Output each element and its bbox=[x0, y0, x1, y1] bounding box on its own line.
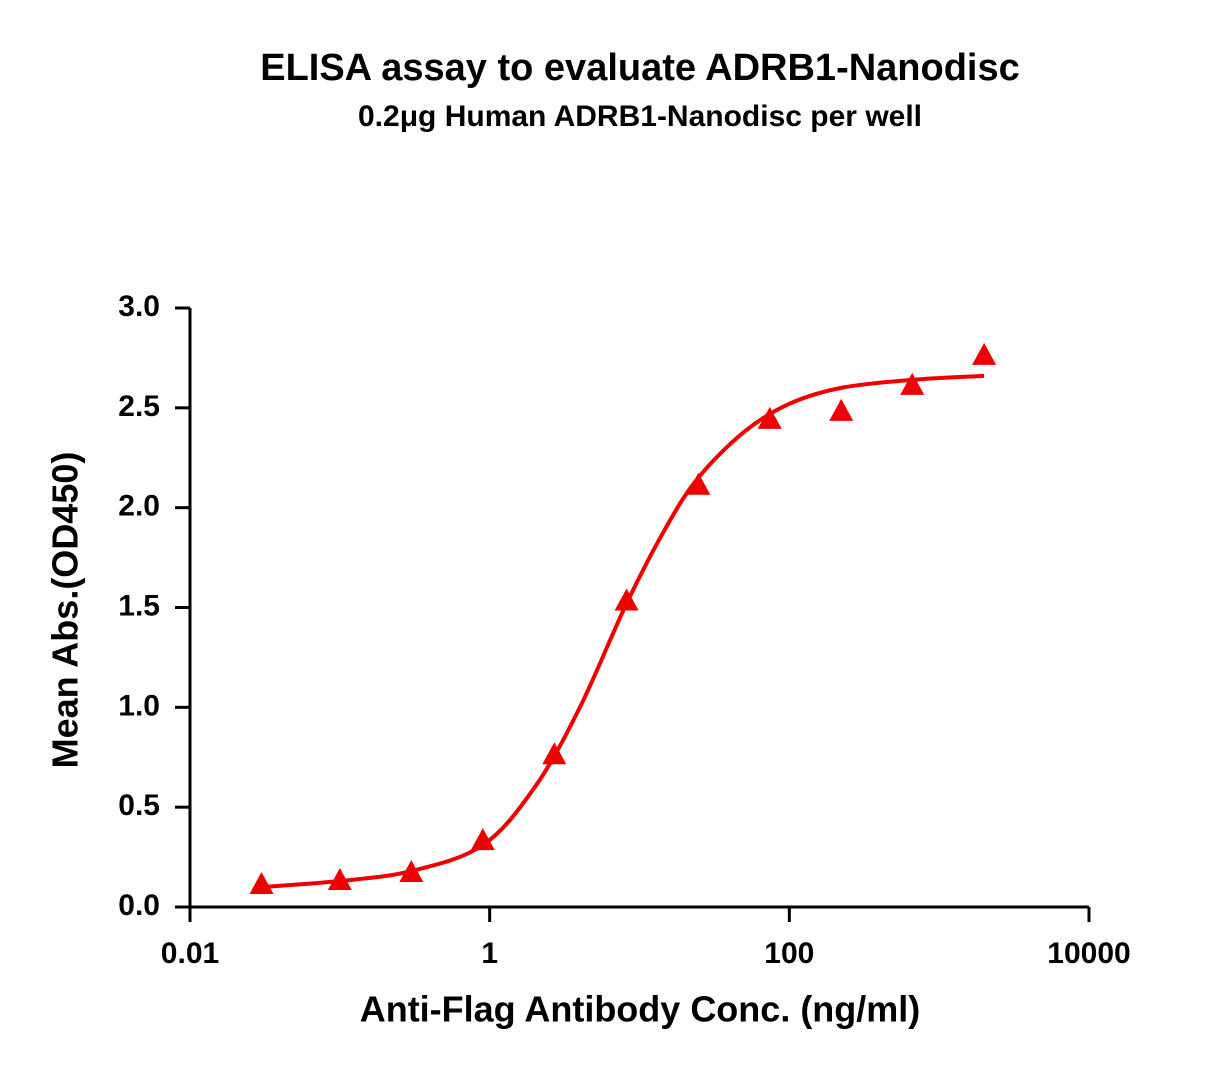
data-point bbox=[829, 398, 854, 421]
y-tick-label: 2.0 bbox=[118, 490, 160, 523]
chart-title: ELISA assay to evaluate ADRB1-Nanodisc bbox=[260, 47, 1020, 89]
y-tick-label: 1.0 bbox=[118, 689, 160, 722]
data-point bbox=[249, 872, 274, 895]
y-tick-label: 3.0 bbox=[118, 290, 160, 323]
chart-subtitle: 0.2μg Human ADRB1-Nanodisc per well bbox=[358, 100, 922, 133]
data-point bbox=[757, 406, 782, 429]
y-axis-label: Mean Abs.(OD450) bbox=[45, 452, 86, 769]
x-tick-label: 1 bbox=[481, 937, 498, 970]
y-tick-label: 2.5 bbox=[118, 390, 160, 423]
x-tick-label: 100 bbox=[764, 937, 814, 970]
data-point bbox=[686, 472, 711, 495]
data-point bbox=[900, 372, 925, 395]
data-point bbox=[470, 828, 495, 851]
y-tick-label: 0.5 bbox=[118, 789, 160, 822]
x-tick-label: 0.01 bbox=[161, 937, 219, 970]
fit-curve bbox=[261, 373, 985, 890]
x-tick-label: 10000 bbox=[1047, 937, 1130, 970]
y-tick-label: 0.0 bbox=[118, 889, 160, 922]
data-point bbox=[972, 342, 997, 365]
x-axis-label: Anti-Flag Antibody Conc. (ng/ml) bbox=[360, 989, 921, 1030]
y-tick-label: 1.5 bbox=[118, 589, 160, 622]
